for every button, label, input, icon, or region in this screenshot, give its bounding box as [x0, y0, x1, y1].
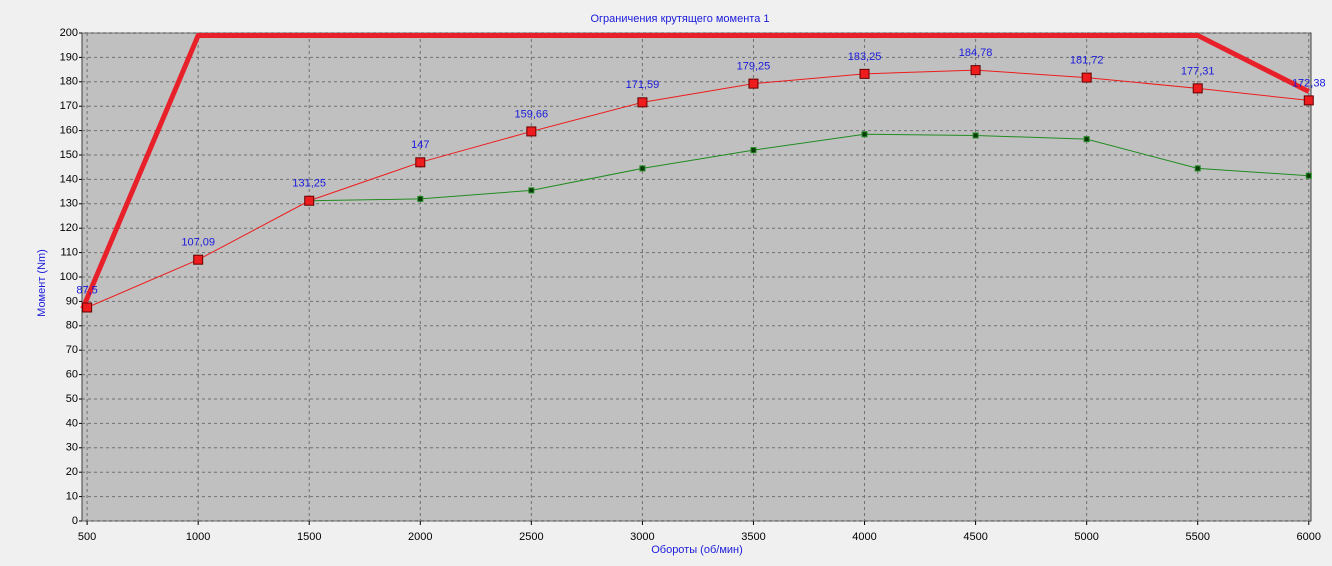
x-tick-label: 4000	[852, 531, 876, 543]
y-tick-label: 60	[66, 369, 78, 381]
y-tick-label: 130	[60, 198, 78, 210]
y-tick-label: 20	[66, 466, 78, 478]
series-line	[86, 69, 1309, 308]
point-marker	[193, 254, 204, 265]
point-marker	[417, 195, 424, 202]
y-tick-label: 30	[66, 442, 78, 454]
x-tick-label: 6000	[1297, 531, 1321, 543]
x-tick-label: 2500	[519, 531, 543, 543]
point-marker	[1303, 95, 1314, 106]
value-label: 107,09	[181, 237, 215, 249]
x-tick-label: 2000	[408, 531, 432, 543]
value-label: 181,72	[1070, 55, 1104, 67]
x-tick-label: 3500	[741, 531, 765, 543]
value-label: 184,78	[959, 47, 993, 59]
point-marker	[528, 187, 535, 194]
point-marker	[1194, 165, 1201, 172]
x-axis-label: Обороты (об/мин)	[651, 544, 743, 556]
y-tick-label: 200	[60, 27, 78, 39]
point-marker	[1081, 72, 1092, 83]
y-tick-label: 80	[66, 320, 78, 332]
x-tick-label: 5000	[1074, 531, 1098, 543]
x-tick-label: 1000	[186, 531, 210, 543]
point-marker	[861, 131, 868, 138]
value-label: 171,59	[626, 79, 660, 91]
y-tick-label: 90	[66, 295, 78, 307]
value-label: 147	[411, 139, 429, 151]
value-label: 183,25	[848, 51, 882, 63]
point-marker	[1083, 136, 1090, 143]
y-tick-label: 170	[60, 100, 78, 112]
point-marker	[304, 195, 315, 206]
point-marker	[859, 68, 870, 79]
point-marker	[970, 65, 981, 76]
value-label: 159,66	[515, 108, 549, 120]
series-line	[80, 32, 1310, 310]
point-marker	[1192, 83, 1203, 94]
x-tick-label: 3000	[630, 531, 654, 543]
point-marker	[750, 147, 757, 154]
value-label: 87,5	[76, 284, 97, 296]
point-marker	[82, 302, 93, 313]
point-marker	[639, 165, 646, 172]
y-tick-label: 140	[60, 173, 78, 185]
chart-title: Ограничения крутящего момента 1	[590, 13, 769, 25]
value-label: 177,31	[1181, 65, 1215, 77]
y-tick-label: 10	[66, 491, 78, 503]
y-tick-label: 50	[66, 393, 78, 405]
value-label: 172,38	[1292, 77, 1326, 89]
y-axis-label: Момент (Nm)	[36, 249, 48, 317]
value-label: 131,25	[292, 178, 326, 190]
x-tick-label: 5500	[1185, 531, 1209, 543]
point-marker	[637, 97, 648, 108]
point-marker	[1305, 172, 1312, 179]
x-tick-label: 500	[78, 531, 96, 543]
point-marker	[972, 132, 979, 139]
series-line	[309, 133, 1309, 202]
point-marker	[526, 126, 537, 137]
y-tick-label: 110	[60, 247, 78, 259]
y-tick-label: 120	[60, 222, 78, 234]
y-tick-label: 190	[60, 51, 78, 63]
y-tick-label: 150	[60, 149, 78, 161]
y-tick-label: 0	[72, 515, 78, 527]
y-tick-label: 160	[60, 125, 78, 137]
value-label: 179,25	[737, 61, 771, 73]
point-marker	[748, 78, 759, 89]
y-tick-label: 180	[60, 76, 78, 88]
point-marker	[415, 157, 426, 168]
y-tick-label: 100	[60, 271, 78, 283]
x-tick-label: 4500	[963, 531, 987, 543]
x-tick-label: 1500	[297, 531, 321, 543]
y-tick-label: 40	[66, 417, 78, 429]
y-tick-label: 70	[66, 344, 78, 356]
